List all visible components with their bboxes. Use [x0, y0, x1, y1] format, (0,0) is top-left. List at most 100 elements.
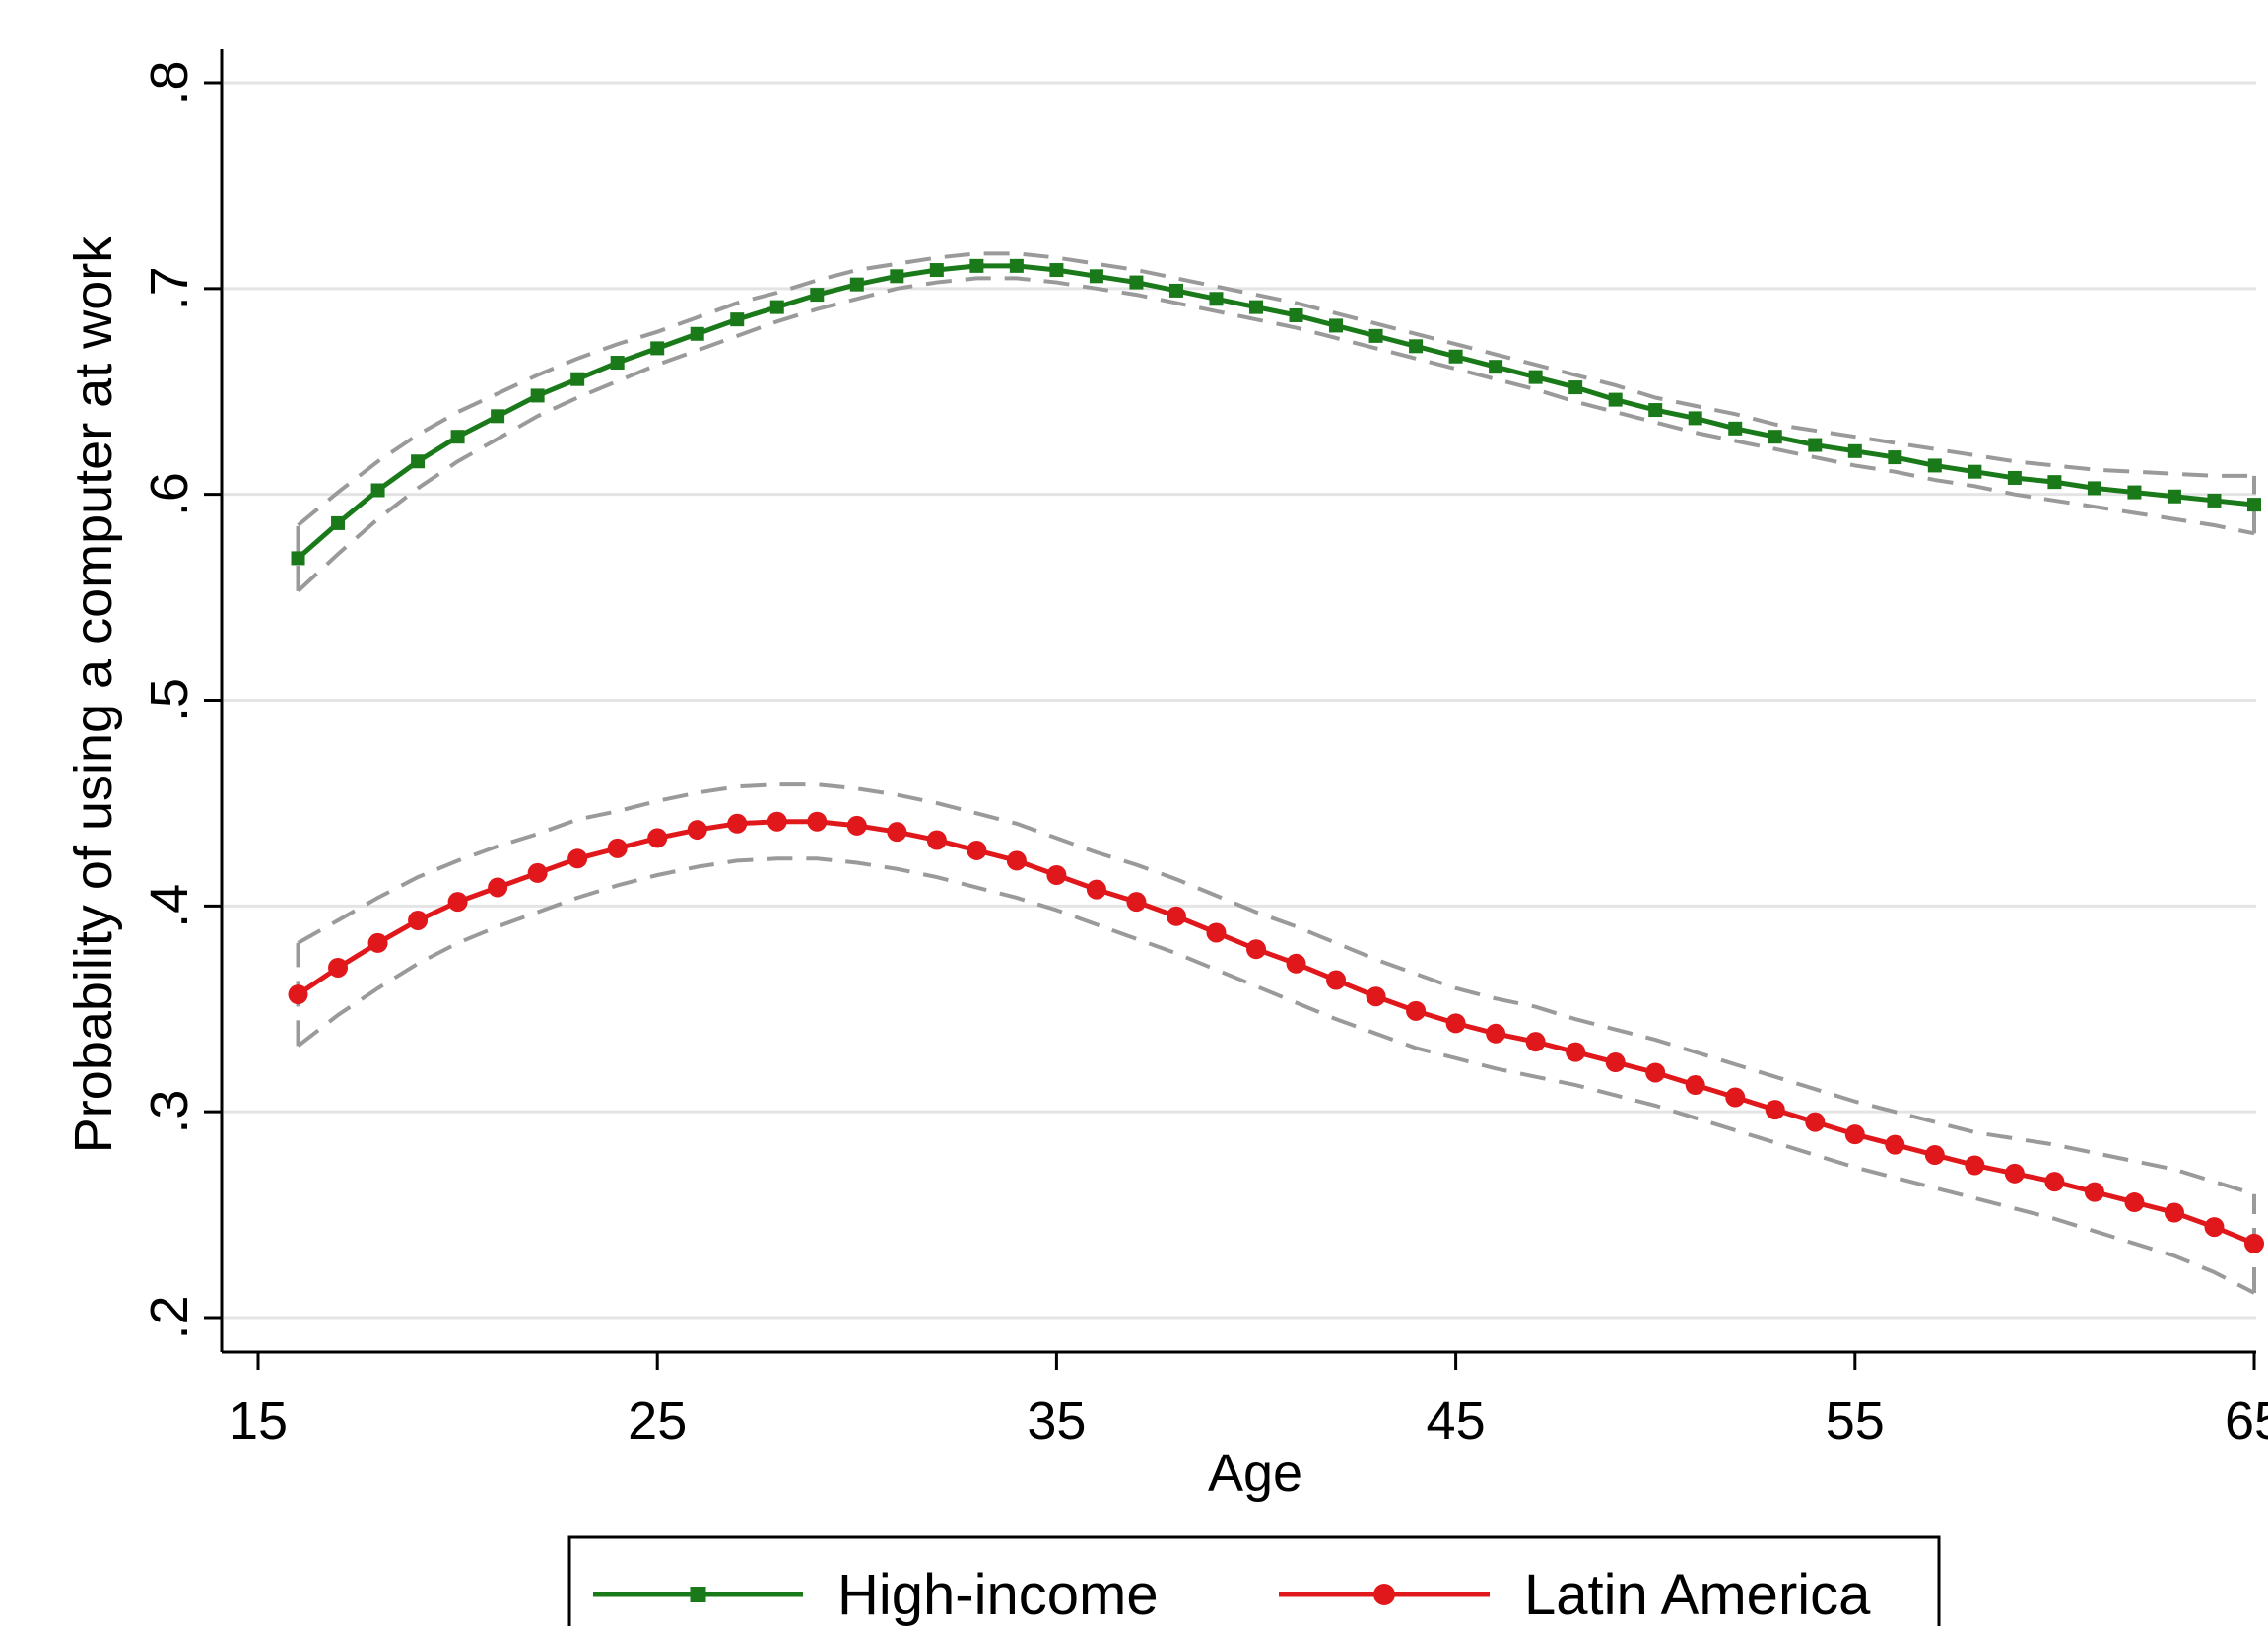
latin-america-point-60: [2044, 1172, 2065, 1192]
high-income-point-27: [730, 312, 745, 327]
high-income-point-40: [1249, 300, 1263, 314]
legend-label-high-income: High-income: [837, 1563, 1159, 1626]
latin-america-point-48: [1566, 1042, 1586, 1062]
x-tick-label-4: 55: [1826, 1391, 1885, 1451]
high-income-point-30: [849, 277, 864, 292]
latin-america-point-36: [1086, 879, 1106, 900]
latin-america-point-16: [288, 984, 308, 1005]
high-income-point-54: [1808, 438, 1823, 452]
latin-america-point-61: [2084, 1182, 2104, 1202]
high-income-point-35: [1049, 263, 1064, 278]
latin-america-point-22: [527, 862, 548, 883]
y-tick-label-5: .7: [140, 266, 199, 310]
latin-america-point-34: [1006, 850, 1027, 871]
high-income-point-55: [1847, 443, 1862, 458]
high-income-point-46: [1489, 360, 1503, 374]
high-income-point-23: [570, 372, 585, 386]
latin-america-point-28: [767, 811, 787, 832]
high-income-point-25: [650, 341, 665, 356]
x-tick-label-0: 15: [229, 1391, 288, 1451]
high-income-point-59: [2007, 470, 2022, 485]
high-income-point-24: [610, 356, 625, 371]
high-income-point-26: [690, 326, 704, 341]
y-tick-label-2: .4: [140, 884, 199, 928]
high-income-point-47: [1528, 370, 1543, 384]
legend: High-income Latin America: [567, 1535, 1941, 1626]
high-income-point-62: [2127, 485, 2142, 500]
x-tick-label-1: 25: [628, 1391, 687, 1451]
latin-america-point-21: [488, 877, 508, 898]
high-income-point-45: [1448, 349, 1463, 364]
latin-america-point-63: [2164, 1202, 2184, 1223]
latin-america-point-39: [1206, 922, 1227, 943]
latin-america-point-26: [687, 820, 707, 841]
high-income-point-19: [411, 454, 426, 469]
y-tick-label-1: .3: [140, 1090, 199, 1134]
latin-america-point-57: [1924, 1145, 1945, 1166]
latin-america-point-65: [2244, 1233, 2264, 1253]
high-income-point-28: [769, 300, 784, 314]
latin-america-point-43: [1366, 986, 1386, 1007]
latin-america-point-24: [607, 838, 628, 858]
latin-america-point-38: [1166, 906, 1186, 926]
high-income-point-44: [1409, 339, 1424, 354]
high-income-point-29: [810, 288, 825, 303]
latin-america-point-45: [1445, 1013, 1466, 1034]
latin-america-point-44: [1406, 1000, 1427, 1021]
legend-marker-high-income: [690, 1587, 706, 1602]
high-income-point-41: [1289, 307, 1303, 322]
y-tick-label-3: .5: [140, 678, 199, 722]
high-income-ci-upper: [297, 251, 2254, 527]
high-income-point-60: [2047, 475, 2062, 490]
high-income-point-33: [969, 258, 984, 273]
latin-america-point-51: [1685, 1075, 1705, 1096]
legend-marker-latin-america: [1373, 1584, 1395, 1605]
legend-label-latin-america: Latin America: [1524, 1563, 1871, 1626]
high-income-point-37: [1129, 275, 1144, 290]
legend-box: [567, 1535, 1941, 1626]
latin-america-point-18: [367, 932, 388, 953]
high-income-point-21: [491, 409, 505, 424]
high-income-point-34: [1009, 258, 1024, 273]
latin-america-point-52: [1725, 1087, 1746, 1108]
latin-america-point-54: [1805, 1112, 1826, 1132]
latin-america-point-62: [2124, 1192, 2145, 1213]
latin-america-point-32: [926, 830, 947, 850]
high-income-point-53: [1768, 430, 1782, 444]
high-income-point-22: [530, 388, 545, 403]
latin-america-ci-lower: [297, 856, 2255, 1295]
x-axis-ticks: 15 25 35 45 55 65: [229, 1352, 2268, 1451]
latin-america-point-33: [967, 840, 987, 860]
y-axis-title: Probability of using a computer at work: [64, 236, 123, 1153]
high-income-point-20: [450, 430, 465, 444]
latin-america-ci-upper: [297, 782, 2255, 1196]
high-income-point-49: [1608, 392, 1623, 407]
high-income-point-31: [890, 269, 904, 284]
latin-america-point-42: [1326, 970, 1347, 990]
high-income-point-50: [1648, 403, 1663, 418]
latin-america-point-30: [846, 815, 867, 836]
latin-america-point-55: [1844, 1124, 1865, 1145]
high-income-point-18: [370, 483, 385, 498]
latin-america-point-29: [807, 811, 828, 832]
y-tick-label-4: .6: [140, 472, 199, 516]
latin-america-point-46: [1486, 1023, 1506, 1044]
high-income-point-16: [291, 551, 305, 566]
high-income-point-17: [331, 515, 346, 530]
x-axis-title: Age: [1208, 1444, 1302, 1503]
latin-america-point-25: [647, 828, 668, 848]
latin-america-point-37: [1126, 892, 1147, 913]
latin-america-point-27: [727, 813, 748, 834]
high-income-point-56: [1888, 450, 1902, 465]
high-income-point-58: [1968, 464, 1982, 479]
high-income-point-51: [1688, 411, 1702, 426]
latin-america-point-50: [1645, 1062, 1666, 1083]
latin-america-point-19: [408, 910, 429, 930]
high-income-point-65: [2247, 498, 2261, 512]
high-income-point-32: [929, 263, 944, 278]
series-markers: [288, 258, 2264, 1253]
latin-america-point-23: [567, 848, 588, 869]
latin-america-point-35: [1046, 865, 1067, 886]
